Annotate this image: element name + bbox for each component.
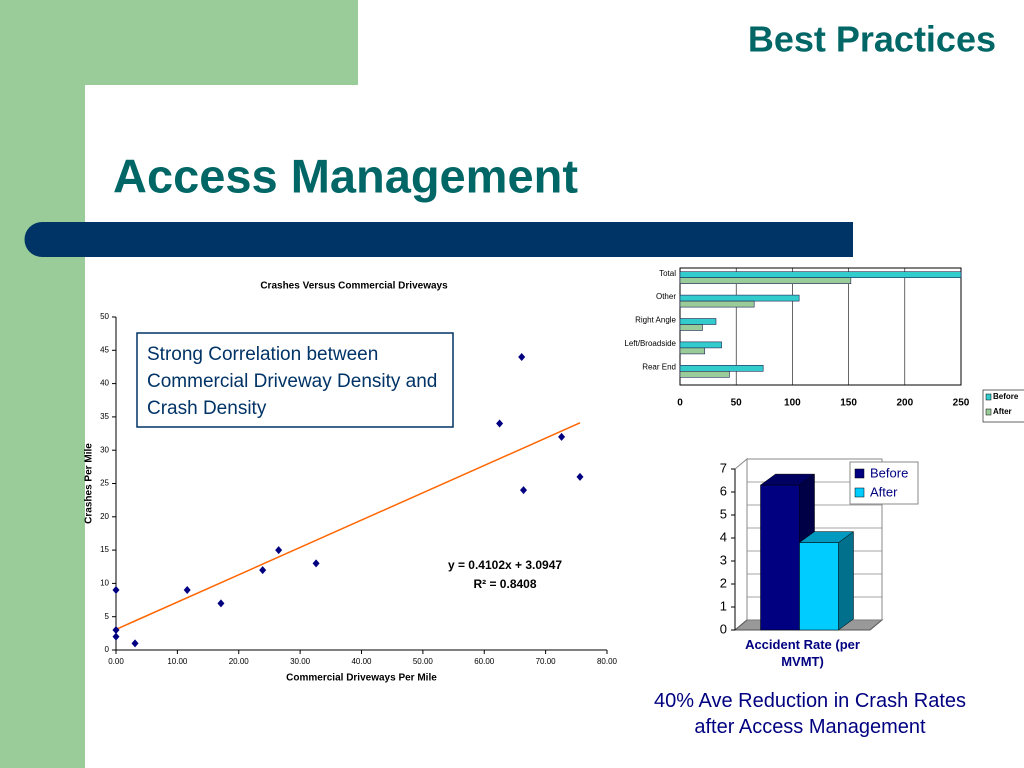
trendline-equation: y = 0.4102x + 3.0947: [448, 558, 562, 572]
y-tick-label: 1: [720, 598, 727, 613]
legend-swatch: [854, 487, 865, 498]
y-tick-label: 5: [105, 612, 110, 621]
x-tick-label: 20.00: [229, 657, 250, 666]
x-tick-label: 50.00: [413, 657, 434, 666]
divider-bar: [24, 222, 854, 257]
category-label: Other: [656, 292, 676, 301]
category-label: Right Angle: [635, 316, 676, 325]
side-wall: [734, 457, 748, 632]
y-tick-label: 2: [720, 575, 727, 590]
legend-label: After: [870, 484, 898, 499]
chart-title: Crashes Versus Commercial Driveways: [260, 281, 448, 292]
bar: [760, 484, 800, 631]
y-tick-label: 25: [100, 479, 109, 488]
legend-swatch: [854, 468, 865, 479]
x-tick-label: 80.00: [597, 657, 618, 666]
bar: [679, 324, 703, 331]
data-point: [112, 632, 120, 641]
category-label: Rear End: [642, 362, 676, 371]
bar: [679, 370, 730, 378]
data-point: [112, 626, 120, 635]
y-tick-label: 0: [105, 645, 110, 654]
y-axis-label: Crashes Per Mile: [84, 443, 95, 524]
data-point: [183, 586, 191, 595]
category-label: Left/Broadside: [624, 339, 676, 348]
x-tick-label: 0.00: [108, 657, 124, 666]
annotation-box: [136, 332, 454, 428]
y-tick-label: 5: [720, 506, 727, 521]
caption: 40% Ave Reduction in Crash Rates after A…: [653, 690, 967, 738]
x-tick-label: 10.00: [167, 657, 188, 666]
bar: [679, 277, 852, 285]
x-tick-label: 70.00: [536, 657, 557, 666]
y-tick-label: 45: [100, 345, 109, 354]
legend-label: Before: [993, 392, 1019, 401]
data-point: [558, 432, 566, 441]
x-tick-label: 200: [896, 398, 913, 409]
y-tick-label: 35: [100, 412, 109, 421]
x-tick-label: 60.00: [474, 657, 495, 666]
legend-label: After: [993, 407, 1012, 416]
bar: [679, 347, 706, 355]
x-tick-label: 40.00: [351, 657, 372, 666]
x-tick-label: 30.00: [290, 657, 311, 666]
y-tick-label: 20: [100, 512, 109, 521]
y-tick-label: 4: [720, 529, 727, 544]
data-point: [112, 586, 120, 595]
y-tick-label: 30: [100, 445, 109, 454]
y-tick-label: 3: [720, 552, 727, 567]
data-point: [518, 352, 526, 361]
annotation: Strong Correlation between Commercial Dr…: [147, 344, 438, 419]
header-title: Best Practices: [748, 19, 996, 60]
trendline-r2: R² = 0.8408: [473, 577, 536, 591]
x-axis-label: Commercial Driveways Per Mile: [286, 673, 437, 684]
legend-box: [982, 389, 1024, 423]
data-point: [312, 559, 320, 568]
bar: [679, 294, 800, 302]
slide-title: Access Management: [113, 149, 578, 202]
bar: [679, 341, 722, 349]
x-tick-label: 50: [731, 398, 743, 409]
y-tick-label: 40: [100, 379, 109, 388]
legend-swatch: [985, 408, 992, 416]
y-tick-label: 15: [100, 545, 109, 554]
legend-label: Before: [870, 465, 908, 480]
bar: [679, 300, 755, 308]
legend-swatch: [985, 393, 992, 401]
bar: [679, 364, 764, 372]
bar: [679, 271, 962, 279]
data-point: [131, 639, 139, 648]
y-tick-label: 0: [720, 621, 727, 636]
data-point: [576, 472, 584, 481]
bar: [679, 318, 717, 325]
category-label: Total: [659, 269, 676, 278]
data-point: [217, 599, 225, 608]
x-tick-label: 150: [840, 398, 857, 409]
x-tick-label: 0: [677, 398, 683, 409]
data-point: [275, 546, 283, 555]
data-point: [520, 486, 528, 495]
y-tick-label: 10: [100, 579, 109, 588]
bar: [799, 542, 839, 631]
category-label: Accident Rate (per MVMT): [745, 637, 860, 669]
bar-side: [838, 531, 854, 631]
trendline: [115, 422, 581, 631]
y-tick-label: 7: [720, 460, 727, 475]
y-tick-label: 6: [720, 483, 727, 498]
side-band: [0, 0, 85, 768]
x-tick-label: 250: [953, 398, 970, 409]
data-point: [259, 566, 267, 575]
x-tick-label: 100: [784, 398, 801, 409]
data-point: [496, 419, 504, 428]
y-tick-label: 50: [100, 312, 109, 321]
